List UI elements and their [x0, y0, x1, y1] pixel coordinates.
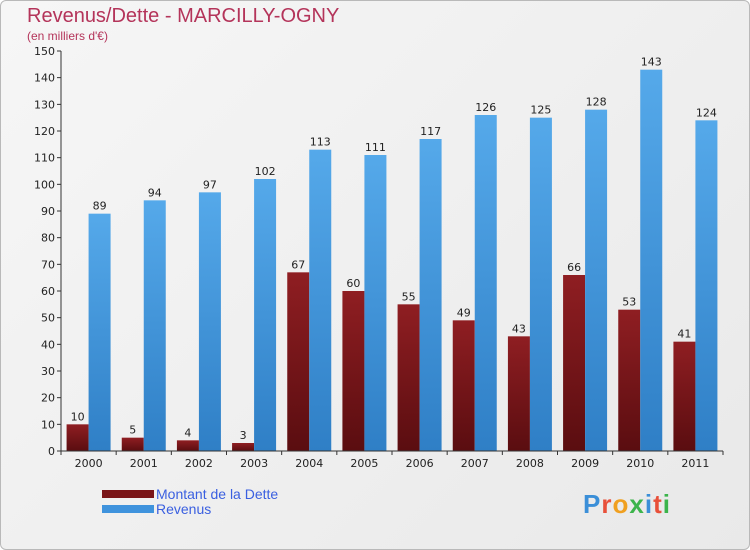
revenue-bar-2002 — [198, 192, 221, 452]
debt-bar-2001 — [121, 437, 144, 451]
y-tick-label-20: 20 — [41, 392, 55, 405]
logo-letter: P — [583, 489, 602, 519]
logo-letter: x — [629, 489, 645, 519]
debt-bar-2008 — [507, 336, 530, 451]
y-tick-label-40: 40 — [41, 338, 55, 351]
x-tick-label-2009: 2009 — [571, 457, 599, 470]
legend-label-revenue: Revenus — [156, 501, 212, 517]
y-tick-label-0: 0 — [48, 445, 55, 458]
debt-bar-2004 — [287, 272, 310, 451]
x-tick-label-2011: 2011 — [681, 457, 709, 470]
debt-bar-2009 — [563, 275, 586, 451]
x-tick-label-2010: 2010 — [626, 457, 654, 470]
proxiti-logo: Proxiti — [583, 489, 671, 520]
logo-letter: i — [662, 489, 671, 519]
y-tick-label-70: 70 — [41, 258, 55, 271]
revenue-bar-2005 — [364, 155, 387, 451]
revenue-value-label-2011: 124 — [696, 106, 717, 119]
revenue-bar-2011 — [695, 120, 718, 451]
x-tick-label-2005: 2005 — [350, 457, 378, 470]
legend-label-debt: Montant de la Dette — [156, 486, 279, 502]
axes-layer: 2000 2001 2002 2003 2004 2005 2006 2007 2008 2009… — [34, 45, 724, 470]
y-tick-label-150: 150 — [34, 45, 55, 58]
y-tick-label-140: 140 — [34, 72, 55, 85]
x-tick-label-2006: 2006 — [406, 457, 434, 470]
revenue-value-label-2002: 97 — [203, 178, 217, 191]
debt-value-label-2002: 4 — [184, 426, 191, 439]
y-tick-label-30: 30 — [41, 365, 55, 378]
revenue-bar-2006 — [419, 139, 442, 451]
debt-bar-2010 — [618, 309, 641, 451]
revenue-bar-2007 — [474, 115, 497, 451]
revenue-value-label-2004: 113 — [310, 136, 331, 149]
x-tick-label-2007: 2007 — [461, 457, 489, 470]
revenue-bar-2004 — [309, 149, 332, 451]
debt-value-label-2004: 67 — [291, 258, 305, 271]
y-tick-label-60: 60 — [41, 285, 55, 298]
revenue-value-label-2009: 128 — [586, 96, 607, 109]
revenue-value-label-2006: 117 — [420, 125, 441, 138]
chart-subtitle: (en milliers d'€) — [27, 29, 108, 43]
y-tick-label-100: 100 — [34, 178, 55, 191]
revenue-value-label-2005: 111 — [365, 141, 386, 154]
revenue-bar-2001 — [143, 200, 166, 451]
y-tick-label-130: 130 — [34, 98, 55, 111]
debt-value-label-2010: 53 — [622, 296, 636, 309]
debt-value-label-2003: 3 — [240, 429, 247, 442]
debt-value-label-2005: 60 — [346, 277, 360, 290]
revenue-bar-2009 — [585, 109, 608, 452]
revenue-bar-2008 — [529, 117, 552, 452]
revenue-value-label-2007: 126 — [475, 101, 496, 114]
bars-layer: 10 89 5 94 4 97 3 102 67 113 60 111 55 117 49 126 43 125 6… — [66, 56, 718, 452]
legend-swatch-debt — [102, 490, 154, 498]
revenue-value-label-2008: 125 — [530, 104, 551, 117]
y-tick-label-90: 90 — [41, 205, 55, 218]
debt-value-label-2009: 66 — [567, 261, 581, 274]
debt-value-label-2011: 41 — [677, 328, 691, 341]
chart-title: Revenus/Dette - MARCILLY-OGNY — [27, 5, 340, 27]
logo-letter: i — [644, 489, 654, 519]
revenue-value-label-2003: 102 — [255, 165, 276, 178]
debt-value-label-2001: 5 — [129, 424, 136, 437]
debt-value-label-2007: 49 — [457, 306, 471, 319]
debt-value-label-2000: 10 — [71, 410, 85, 423]
y-tick-label-50: 50 — [41, 312, 55, 325]
debt-bar-2011 — [673, 341, 696, 451]
x-tick-label-2008: 2008 — [516, 457, 544, 470]
x-tick-label-2001: 2001 — [130, 457, 158, 470]
revenue-value-label-2000: 89 — [93, 200, 107, 213]
x-tick-label-2003: 2003 — [240, 457, 268, 470]
logo-letter: r — [601, 489, 613, 519]
debt-bar-2007 — [452, 320, 475, 451]
x-tick-label-2000: 2000 — [75, 457, 103, 470]
revenue-bar-2000 — [88, 213, 111, 451]
debt-bar-2006 — [397, 304, 420, 451]
debt-bar-2005 — [342, 291, 365, 451]
revenue-value-label-2001: 94 — [148, 186, 162, 199]
y-tick-label-110: 110 — [34, 152, 55, 165]
debt-value-label-2006: 55 — [402, 290, 416, 303]
y-tick-label-10: 10 — [41, 418, 55, 431]
debt-bar-2000 — [66, 424, 89, 451]
debt-value-label-2008: 43 — [512, 322, 526, 335]
debt-bar-2003 — [232, 443, 255, 451]
revenue-bar-2003 — [254, 179, 277, 451]
x-tick-label-2004: 2004 — [295, 457, 323, 470]
y-tick-label-80: 80 — [41, 232, 55, 245]
x-tick-label-2002: 2002 — [185, 457, 213, 470]
debt-bar-2002 — [176, 440, 199, 451]
legend-swatch-revenue — [102, 505, 154, 513]
logo-letter: t — [653, 489, 663, 519]
logo-letter: o — [612, 489, 630, 519]
revenue-bar-2010 — [640, 69, 663, 452]
revenue-value-label-2010: 143 — [641, 56, 662, 69]
y-tick-label-120: 120 — [34, 125, 55, 138]
